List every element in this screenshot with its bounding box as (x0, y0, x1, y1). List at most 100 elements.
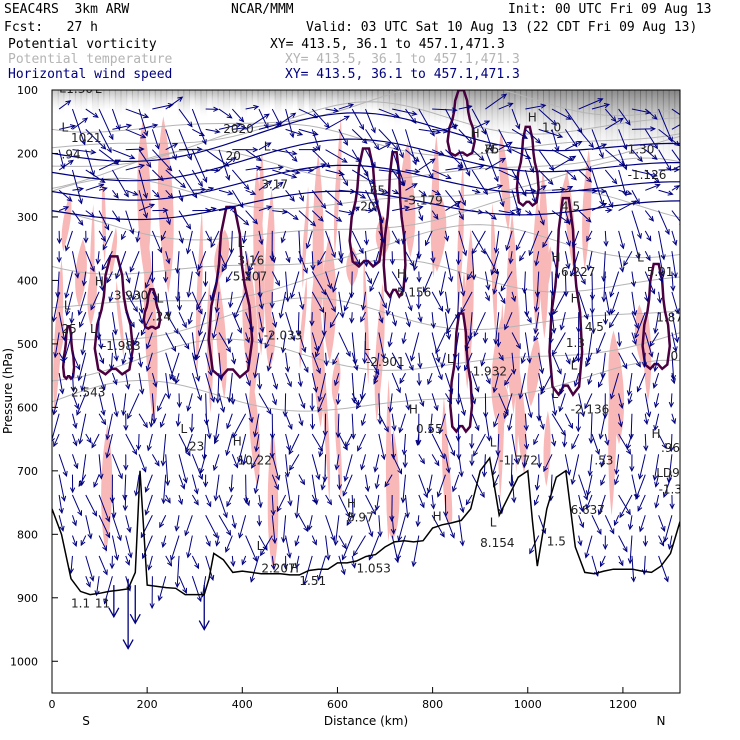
wind-vector-head (196, 146, 203, 152)
wind-vector-shaft (338, 103, 354, 110)
wind-vector (125, 332, 134, 363)
wind-vector-head (211, 332, 217, 340)
wind-vector (231, 352, 237, 365)
wind-vector (626, 373, 633, 397)
wind-vector-head (270, 509, 276, 516)
wind-vector-shaft (639, 454, 646, 479)
wind-vector-shaft (271, 251, 275, 263)
wind-vector (564, 413, 573, 430)
wind-vector-shaft (271, 312, 277, 327)
wind-vector (538, 210, 545, 226)
contour-label: -1.126 (628, 168, 667, 182)
wind-vector-head (102, 569, 108, 576)
wind-vector (351, 149, 369, 178)
wind-vector (637, 494, 646, 512)
wind-vector (610, 291, 620, 315)
wind-vector-shaft (578, 393, 585, 417)
wind-vector (445, 124, 459, 130)
wind-vector-head (287, 500, 293, 507)
wind-vector-head (609, 528, 615, 535)
wind-vector-head (159, 421, 165, 429)
wind-vector (121, 393, 127, 417)
contour-label: .23 (185, 440, 204, 454)
wind-vector (191, 149, 208, 183)
upper-shade-column (206, 90, 213, 112)
contour-label: 4.5 (561, 200, 580, 214)
wind-vector-shaft (649, 332, 660, 347)
wind-vector-shaft (623, 250, 633, 266)
wind-vector (62, 332, 73, 363)
wind-vector-head (455, 365, 461, 372)
wind-vector (311, 210, 324, 222)
wind-vector-head (364, 486, 371, 493)
wind-vector-shaft (102, 230, 113, 250)
wind-vector (538, 108, 558, 126)
wind-vector-shaft (364, 332, 367, 364)
wind-vector-shaft (258, 206, 272, 212)
wind-vector-head (346, 519, 352, 526)
wind-vector (458, 393, 466, 417)
wind-vector-head (557, 133, 564, 139)
x-tick-label: 0 (49, 698, 56, 711)
wind-vector-head (619, 243, 625, 250)
upper-shade-column (428, 90, 436, 130)
wind-vector-shaft (79, 311, 87, 328)
wind-vector (392, 108, 418, 116)
wind-vector-head (289, 292, 296, 299)
wind-vector-head (458, 214, 464, 221)
wind-vector-shaft (578, 474, 588, 500)
wind-vector-head (618, 402, 624, 410)
wind-vector (111, 494, 117, 519)
wind-vector (145, 352, 153, 372)
wind-vector-shaft (630, 413, 633, 439)
pv-shaded-area (441, 396, 453, 523)
wind-vector-head (627, 558, 633, 565)
contour-label: L (571, 358, 578, 372)
wind-vector-head (102, 244, 108, 251)
wind-vector-shaft (191, 474, 198, 494)
wind-vector-shaft (258, 332, 262, 344)
wind-vector-head (160, 460, 166, 467)
wind-vector-head (513, 174, 520, 180)
wind-vector-shaft (298, 474, 305, 485)
wind-vector (643, 434, 649, 452)
wind-vector-shaft (399, 413, 406, 433)
wind-vector-shaft (564, 454, 570, 475)
wind-vector-head (143, 130, 149, 137)
wind-vector (644, 250, 651, 262)
wind-vector-shaft (425, 230, 433, 246)
wind-vector-shaft (151, 372, 157, 387)
wind-vector-shaft (511, 108, 520, 129)
contour-label: .75 (480, 142, 499, 156)
wind-vector-head (258, 239, 264, 246)
wind-vector (628, 413, 634, 440)
wind-vector (562, 433, 568, 448)
wind-vector (634, 311, 646, 339)
wind-vector-shaft (604, 291, 611, 315)
wind-vector-head (331, 286, 337, 293)
wind-vector-head (199, 131, 206, 137)
wind-vector-shaft (564, 251, 570, 269)
wind-vector (587, 454, 593, 477)
wind-vector-shaft (445, 167, 463, 171)
wind-vector-shaft (654, 413, 660, 431)
wind-vector (418, 189, 427, 197)
wind-vector (525, 188, 537, 194)
wind-vector-shaft (631, 108, 651, 114)
wind-vector-head (202, 176, 208, 183)
wind-vector (515, 230, 526, 251)
wind-vector-head (598, 433, 604, 440)
wind-vector (71, 494, 83, 517)
wind-vector (192, 187, 207, 193)
wind-vector (64, 271, 73, 299)
wind-vector-head (359, 124, 365, 131)
wind-vector-head (653, 327, 659, 335)
wind-vector-head (428, 427, 434, 434)
wind-vector-shaft (311, 352, 321, 374)
wind-vector-shaft (285, 474, 292, 506)
wind-vector-head (345, 441, 350, 448)
wind-vector-shaft (165, 129, 177, 160)
wind-vector-head (586, 235, 592, 242)
wind-vector (165, 373, 172, 400)
wind-vector-shaft (551, 129, 559, 152)
